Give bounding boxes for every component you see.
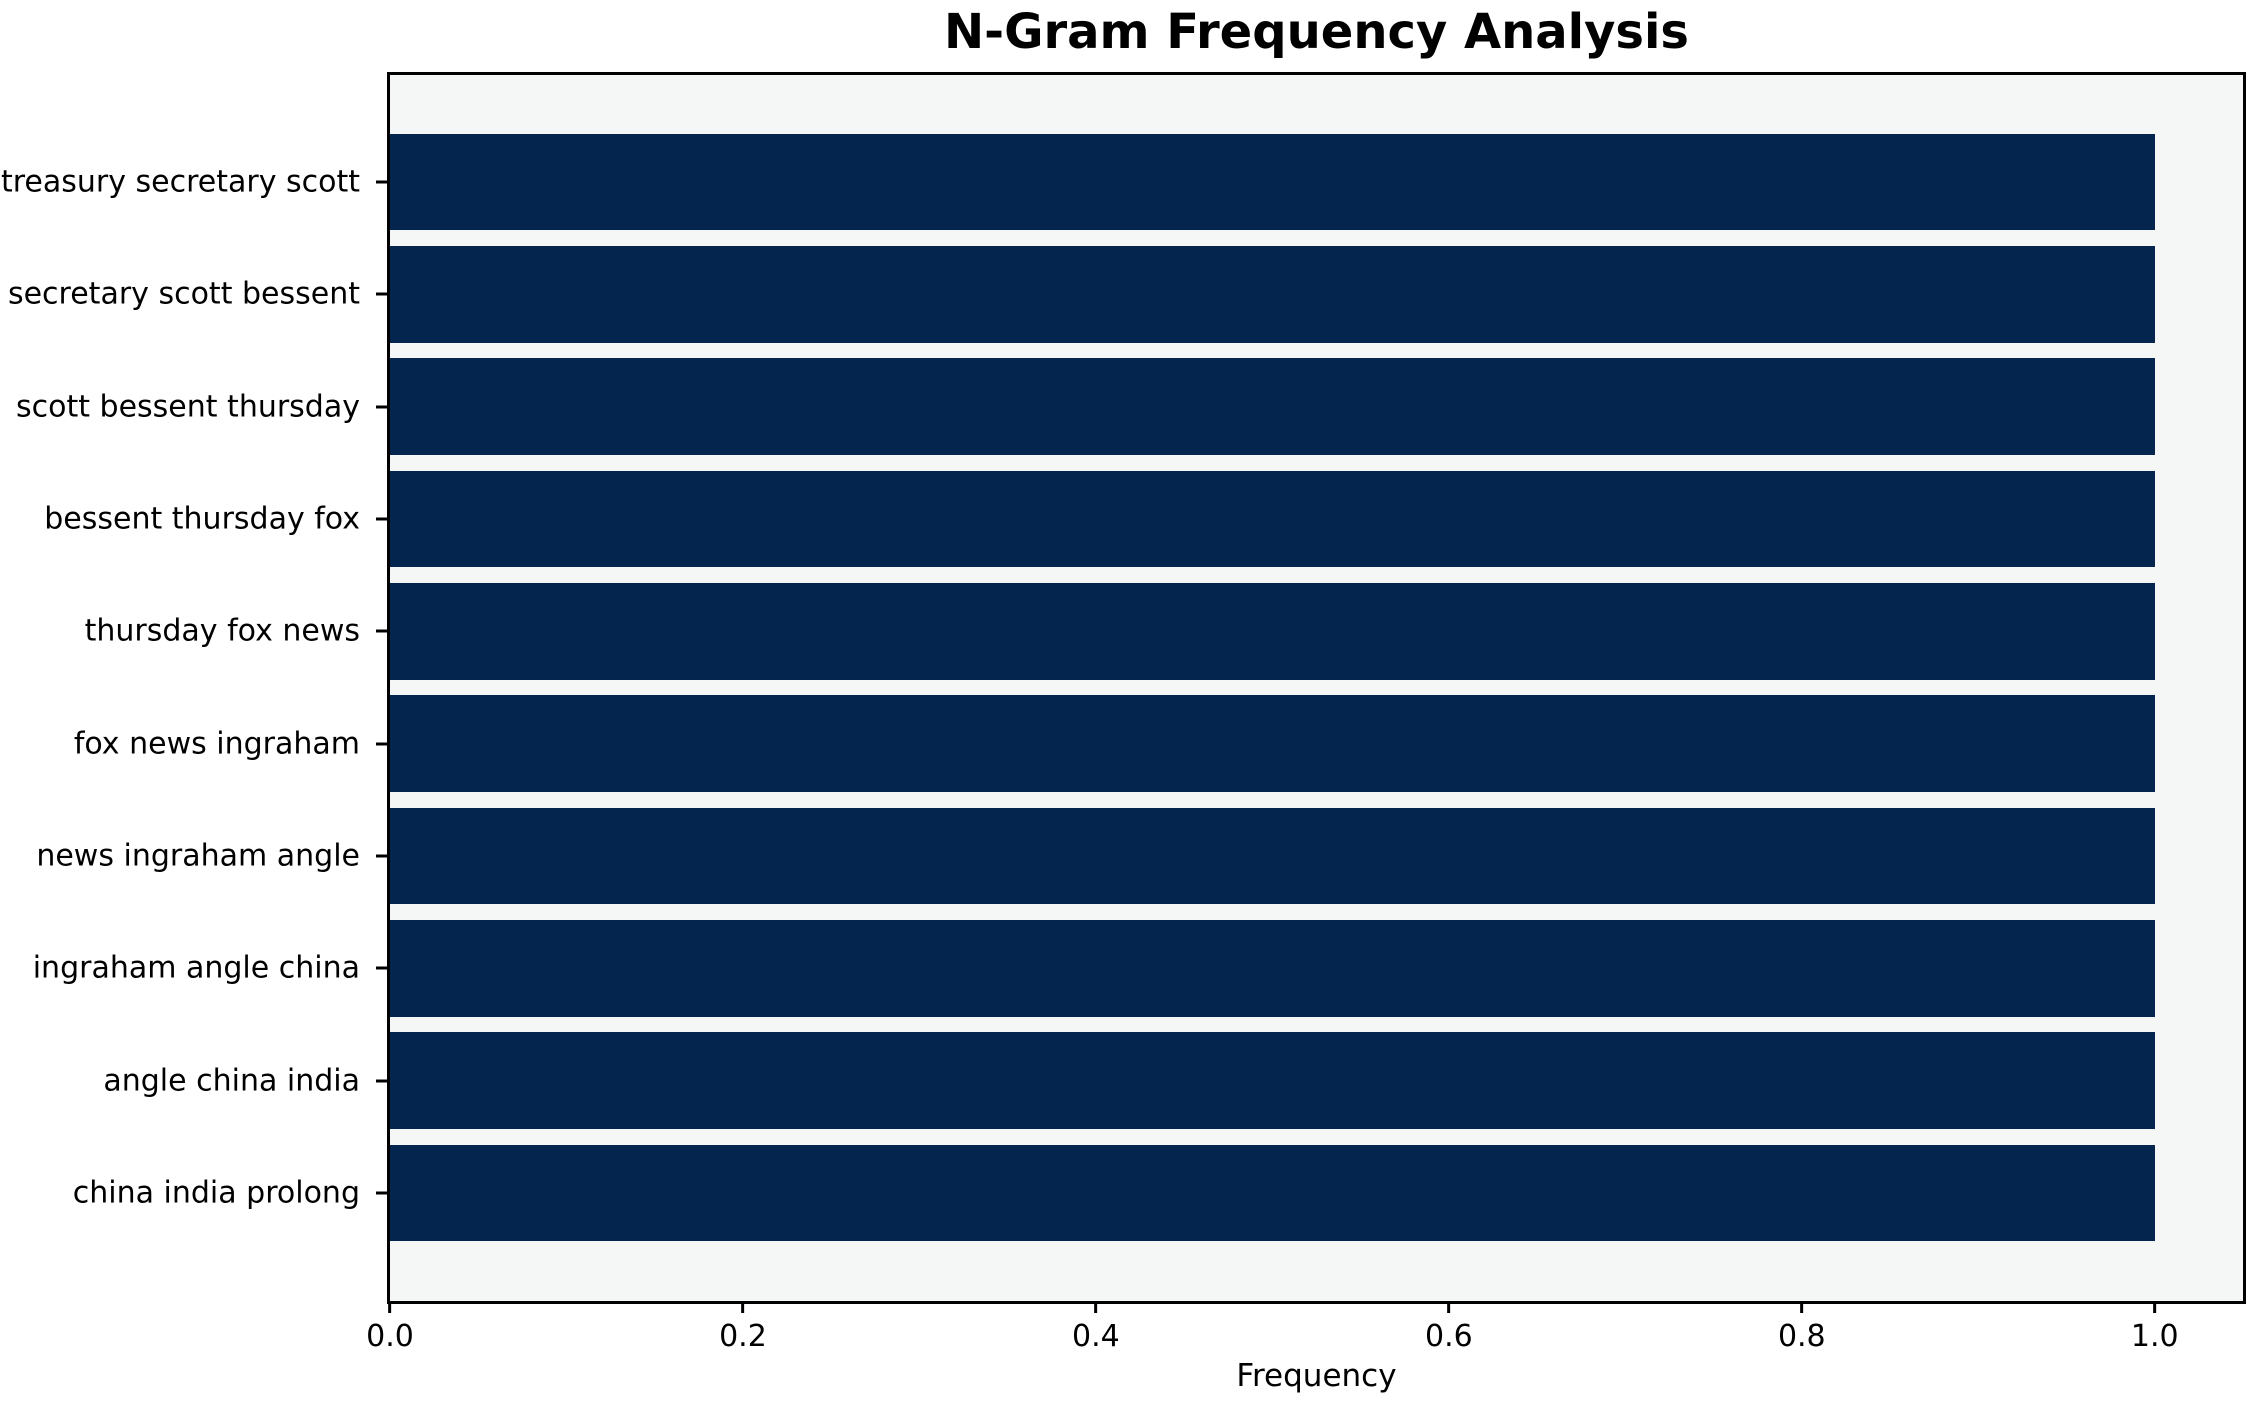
x-axis-label: Frequency bbox=[1236, 1358, 1397, 1394]
y-axis-category-label: scott bessent thursday bbox=[15, 389, 360, 425]
frequency-bar bbox=[390, 919, 2155, 1017]
y-axis-category-label: secretary scott bessent bbox=[7, 276, 360, 312]
y-axis-category-label: news ingraham angle bbox=[36, 838, 360, 874]
x-tick-mark bbox=[1800, 1301, 1804, 1313]
x-tick: 0.8 bbox=[1778, 1301, 1826, 1354]
chart-title: N-Gram Frequency Analysis bbox=[944, 4, 1689, 60]
x-tick: 0.0 bbox=[366, 1301, 414, 1354]
y-tick-mark bbox=[376, 292, 387, 296]
bar-series: treasury secretary scott secretary scott… bbox=[1, 75, 2243, 1301]
plot-area: treasury secretary scott secretary scott… bbox=[1, 72, 2246, 1354]
y-tick-mark bbox=[376, 517, 387, 521]
y-tick-mark bbox=[376, 1191, 387, 1195]
y-tick-mark bbox=[376, 629, 387, 633]
bar-row: scott bessent thursday bbox=[16, 351, 2243, 463]
frequency-bar bbox=[390, 583, 2155, 680]
x-tick-mark bbox=[388, 1301, 392, 1313]
y-tick-mark bbox=[376, 742, 387, 746]
x-tick-label: 0.4 bbox=[1072, 1319, 1120, 1354]
x-tick: 1.0 bbox=[2131, 1301, 2179, 1354]
y-tick-mark bbox=[376, 405, 387, 409]
frequency-bar bbox=[390, 358, 2155, 456]
y-axis-category-label: fox news ingraham bbox=[73, 726, 360, 762]
x-tick: 0.2 bbox=[719, 1301, 767, 1354]
frequency-bar bbox=[390, 807, 2155, 905]
frequency-bar bbox=[390, 695, 2155, 792]
y-tick-mark bbox=[376, 180, 387, 184]
x-tick-mark bbox=[2153, 1301, 2157, 1313]
y-tick-mark bbox=[376, 966, 387, 970]
x-tick: 0.6 bbox=[1425, 1301, 1473, 1354]
bar-row: angle china india bbox=[103, 1024, 2243, 1136]
frequency-bar bbox=[390, 246, 2155, 343]
y-axis-category-label: angle china india bbox=[103, 1063, 360, 1099]
frequency-bar bbox=[390, 470, 2155, 568]
bar-row: ingraham angle china bbox=[33, 912, 2243, 1024]
frequency-bar bbox=[390, 133, 2155, 231]
frequency-bar bbox=[390, 1144, 2155, 1242]
bar-row: bessent thursday fox bbox=[44, 463, 2243, 575]
x-tick-label: 0.2 bbox=[719, 1319, 767, 1354]
y-axis-category-label: treasury secretary scott bbox=[0, 164, 360, 200]
x-tick-label: 1.0 bbox=[2130, 1319, 2179, 1354]
bar-row: fox news ingraham bbox=[74, 687, 2243, 799]
bar-row: thursday fox news bbox=[85, 575, 2243, 687]
x-tick-label: 0.0 bbox=[366, 1319, 414, 1354]
bar-row: china india prolong bbox=[73, 1137, 2243, 1249]
bar-row: treasury secretary scott bbox=[1, 126, 2243, 238]
y-axis-category-label: ingraham angle china bbox=[32, 950, 360, 986]
x-tick: 0.4 bbox=[1072, 1301, 1120, 1354]
y-axis-category-label: thursday fox news bbox=[84, 613, 360, 649]
x-tick-label: 0.8 bbox=[1777, 1319, 1826, 1354]
y-axis-category-label: china india prolong bbox=[72, 1175, 360, 1211]
x-tick-mark bbox=[1094, 1301, 1098, 1313]
x-tick-label: 0.6 bbox=[1424, 1319, 1473, 1354]
x-tick-mark bbox=[741, 1301, 745, 1313]
bar-row: news ingraham angle bbox=[36, 800, 2243, 912]
frequency-bar bbox=[390, 1032, 2155, 1129]
y-tick-mark bbox=[376, 854, 387, 858]
y-axis-category-label: bessent thursday fox bbox=[44, 501, 360, 537]
x-tick-mark bbox=[1447, 1301, 1451, 1313]
y-tick-mark bbox=[376, 1079, 387, 1083]
bar-row: secretary scott bessent bbox=[8, 238, 2243, 350]
